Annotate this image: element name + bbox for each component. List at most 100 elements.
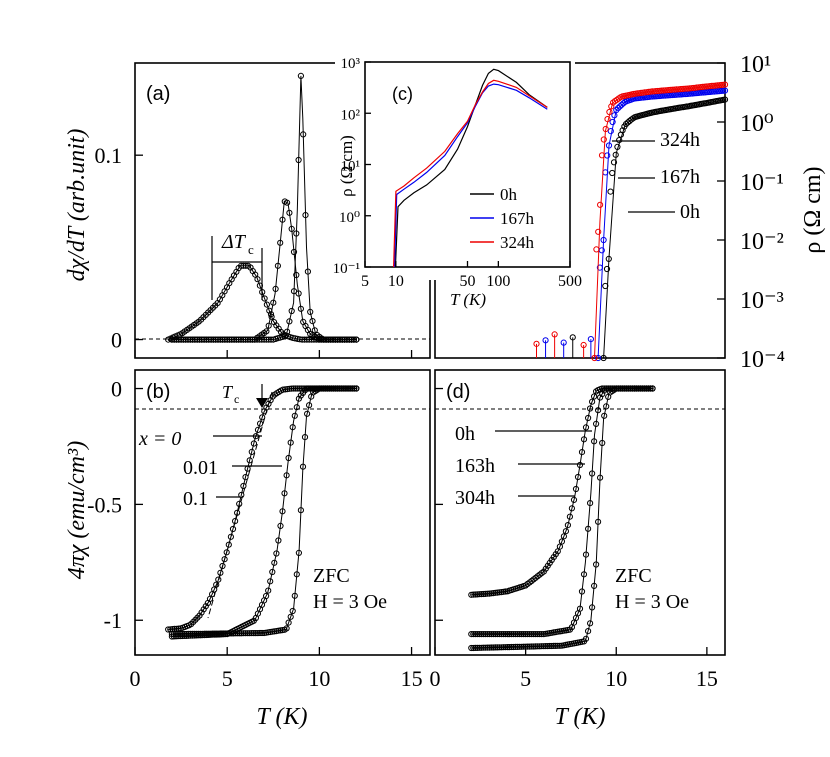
panel-d-series-1-point-8 [484,631,491,638]
panel-d-series-0-point-28 [524,643,531,650]
panel-d-series-2-point-54 [576,461,584,469]
panel-b-series-1-point-2 [172,633,180,640]
panel-a-series-0-line [171,75,357,341]
rho-label-2: 0h [680,201,700,223]
panel-b-series-2-point-57 [284,386,291,393]
panel-b-series-0-point-48 [267,628,274,636]
panel-d-series-0-point-17 [502,644,509,651]
panel-d-series-1-point-57 [582,551,590,558]
panel-a-series-0-point-51 [286,318,293,325]
panel-d-series-2-point-66 [601,385,608,392]
panel-a-series-1-point-21 [217,336,224,343]
panel-a-series-0-point-43 [267,336,275,343]
panel-b-series-2-point-81 [334,385,341,392]
panel-d-series-0-point-33 [534,643,541,650]
panel-b-series-0-point-63 [297,507,304,514]
rho-noise-point-1 [542,337,549,344]
panel-d-series-0-point-1 [470,644,477,652]
panel-a-series-2-point-64 [315,336,322,343]
panel-d-series-2-point-90 [649,385,656,392]
panel-b-series-2-point-88 [349,385,356,392]
rho-noise-point-5 [580,341,587,349]
panel-b-ytick-label-1: -0.5 [87,492,122,517]
panel-d-series-1-point-16 [500,631,507,638]
panel-a-series-0-point-55 [295,156,302,164]
panel-b-series-1-point-13 [195,632,202,639]
panel-b-ytick-label-0: 0 [111,377,122,402]
tc-extrapolation-line [207,391,273,619]
panel-b-series-2-point-69 [309,385,316,392]
panel-a-series-1-point-25 [226,336,233,343]
panel-d-series-1-point-20 [508,631,515,638]
panel-b-series-2-point-62 [294,385,301,392]
panel-d-series-1-point-27 [522,631,529,638]
panel-d-series-2-point-61 [591,393,598,400]
rho-series-2-point-9 [608,103,615,110]
panel-b-xtick-label-3: 15 [401,666,423,691]
panel-a-series-2-point-42 [263,301,270,308]
panel-d-series-1-point-11 [490,631,497,638]
panel-b-series-0-point-43 [256,629,264,637]
panel-b-series-0-point-67 [306,402,313,409]
panel-b-series-2-point-35 [238,491,245,499]
rho-series-1-point-70 [721,87,729,94]
panel-b-series-0-point-50 [271,628,278,635]
panel-b-series-2-point-5 [175,625,182,632]
panel-c-xtick-label-4: 500 [558,273,582,290]
panel-a-series-1-point-10 [191,336,198,343]
ylabel-c: ρ (Ω cm) [337,135,356,197]
panel-b-series-2-point-63 [296,385,303,392]
rho-label-0: 324h [660,129,700,151]
rho-series-2-point-2 [595,228,602,235]
rho-ytick-label-3: 10⁻² [740,229,784,255]
rho-series-2-point-3 [597,201,604,208]
panel-b-series-2-point-39 [246,457,253,464]
panel-d-series-1-point-56 [580,571,588,578]
panel-d-series-0-point-67 [603,403,610,410]
rho-noise-point-6 [587,336,594,343]
panel-d-series-2-point-76 [621,385,628,392]
panel-d-series-0-point-24 [516,643,523,650]
panel-d-series-2-point-7 [482,590,489,598]
panel-d-series-0-point-4 [476,644,483,651]
panel-a-series-1-point-46 [274,262,281,269]
panel-a-series-0-point-62 [311,327,318,334]
panel-a-series-0-point-58 [302,212,309,219]
panel-b-series-2-point-80 [332,385,339,392]
rho-ytick-label-1: 10⁰ [740,111,774,137]
panel-b-series-1-point-56 [283,472,290,479]
panel-d-series-2-point-49 [566,513,574,520]
rho-series-1-point-6 [605,142,613,149]
rho-series-2-point-1 [593,246,600,253]
panel-d-series-0-point-5 [478,644,485,651]
panel-a-series-1-point-50 [284,199,291,206]
panel-d-series-0-point-34 [536,643,543,650]
panel-b-series-1-point-5 [179,632,186,640]
rho-series-1-point-0 [595,354,602,362]
panel-d-series-1-point-55 [578,588,586,595]
panel-d-series-1-point-59 [587,500,594,507]
panel-a-series-2-point-57 [299,336,306,343]
panel-b-series-2-point-41 [250,440,257,447]
panel-d-series-2-point-59 [587,405,594,412]
panel-d-series-1-point-62 [593,420,600,427]
rho-series-2-point-70 [721,81,729,88]
panel-b-series-1-point-0 [168,633,175,640]
rho-series-0-point-3 [605,255,612,262]
panel-d-series-0-point-12 [492,644,499,651]
panel-b-series-1-point-7 [183,632,190,640]
panel-a-series-0-point-54 [293,230,300,237]
panel-d-series-2-point-88 [645,385,652,392]
panel-b-series-1-point-20 [209,631,216,638]
panel-d-series-1-point-14 [496,631,503,638]
panel-b-series-0-point-66 [304,410,311,417]
panel-b-series-1-point-24 [217,631,225,638]
panel-b-series-2-point-64 [298,385,305,392]
panel-d-series-2-point-77 [623,385,630,392]
panel-d-series-0-point-3 [474,644,481,652]
panel-a-series-2-point-80 [353,336,360,343]
panel-b-series-0-point-44 [258,629,266,637]
panel-d-series-0-point-25 [518,643,525,650]
panel-b-series-2-point-45 [259,414,266,421]
panel-d-series-0-point-41 [550,642,557,650]
